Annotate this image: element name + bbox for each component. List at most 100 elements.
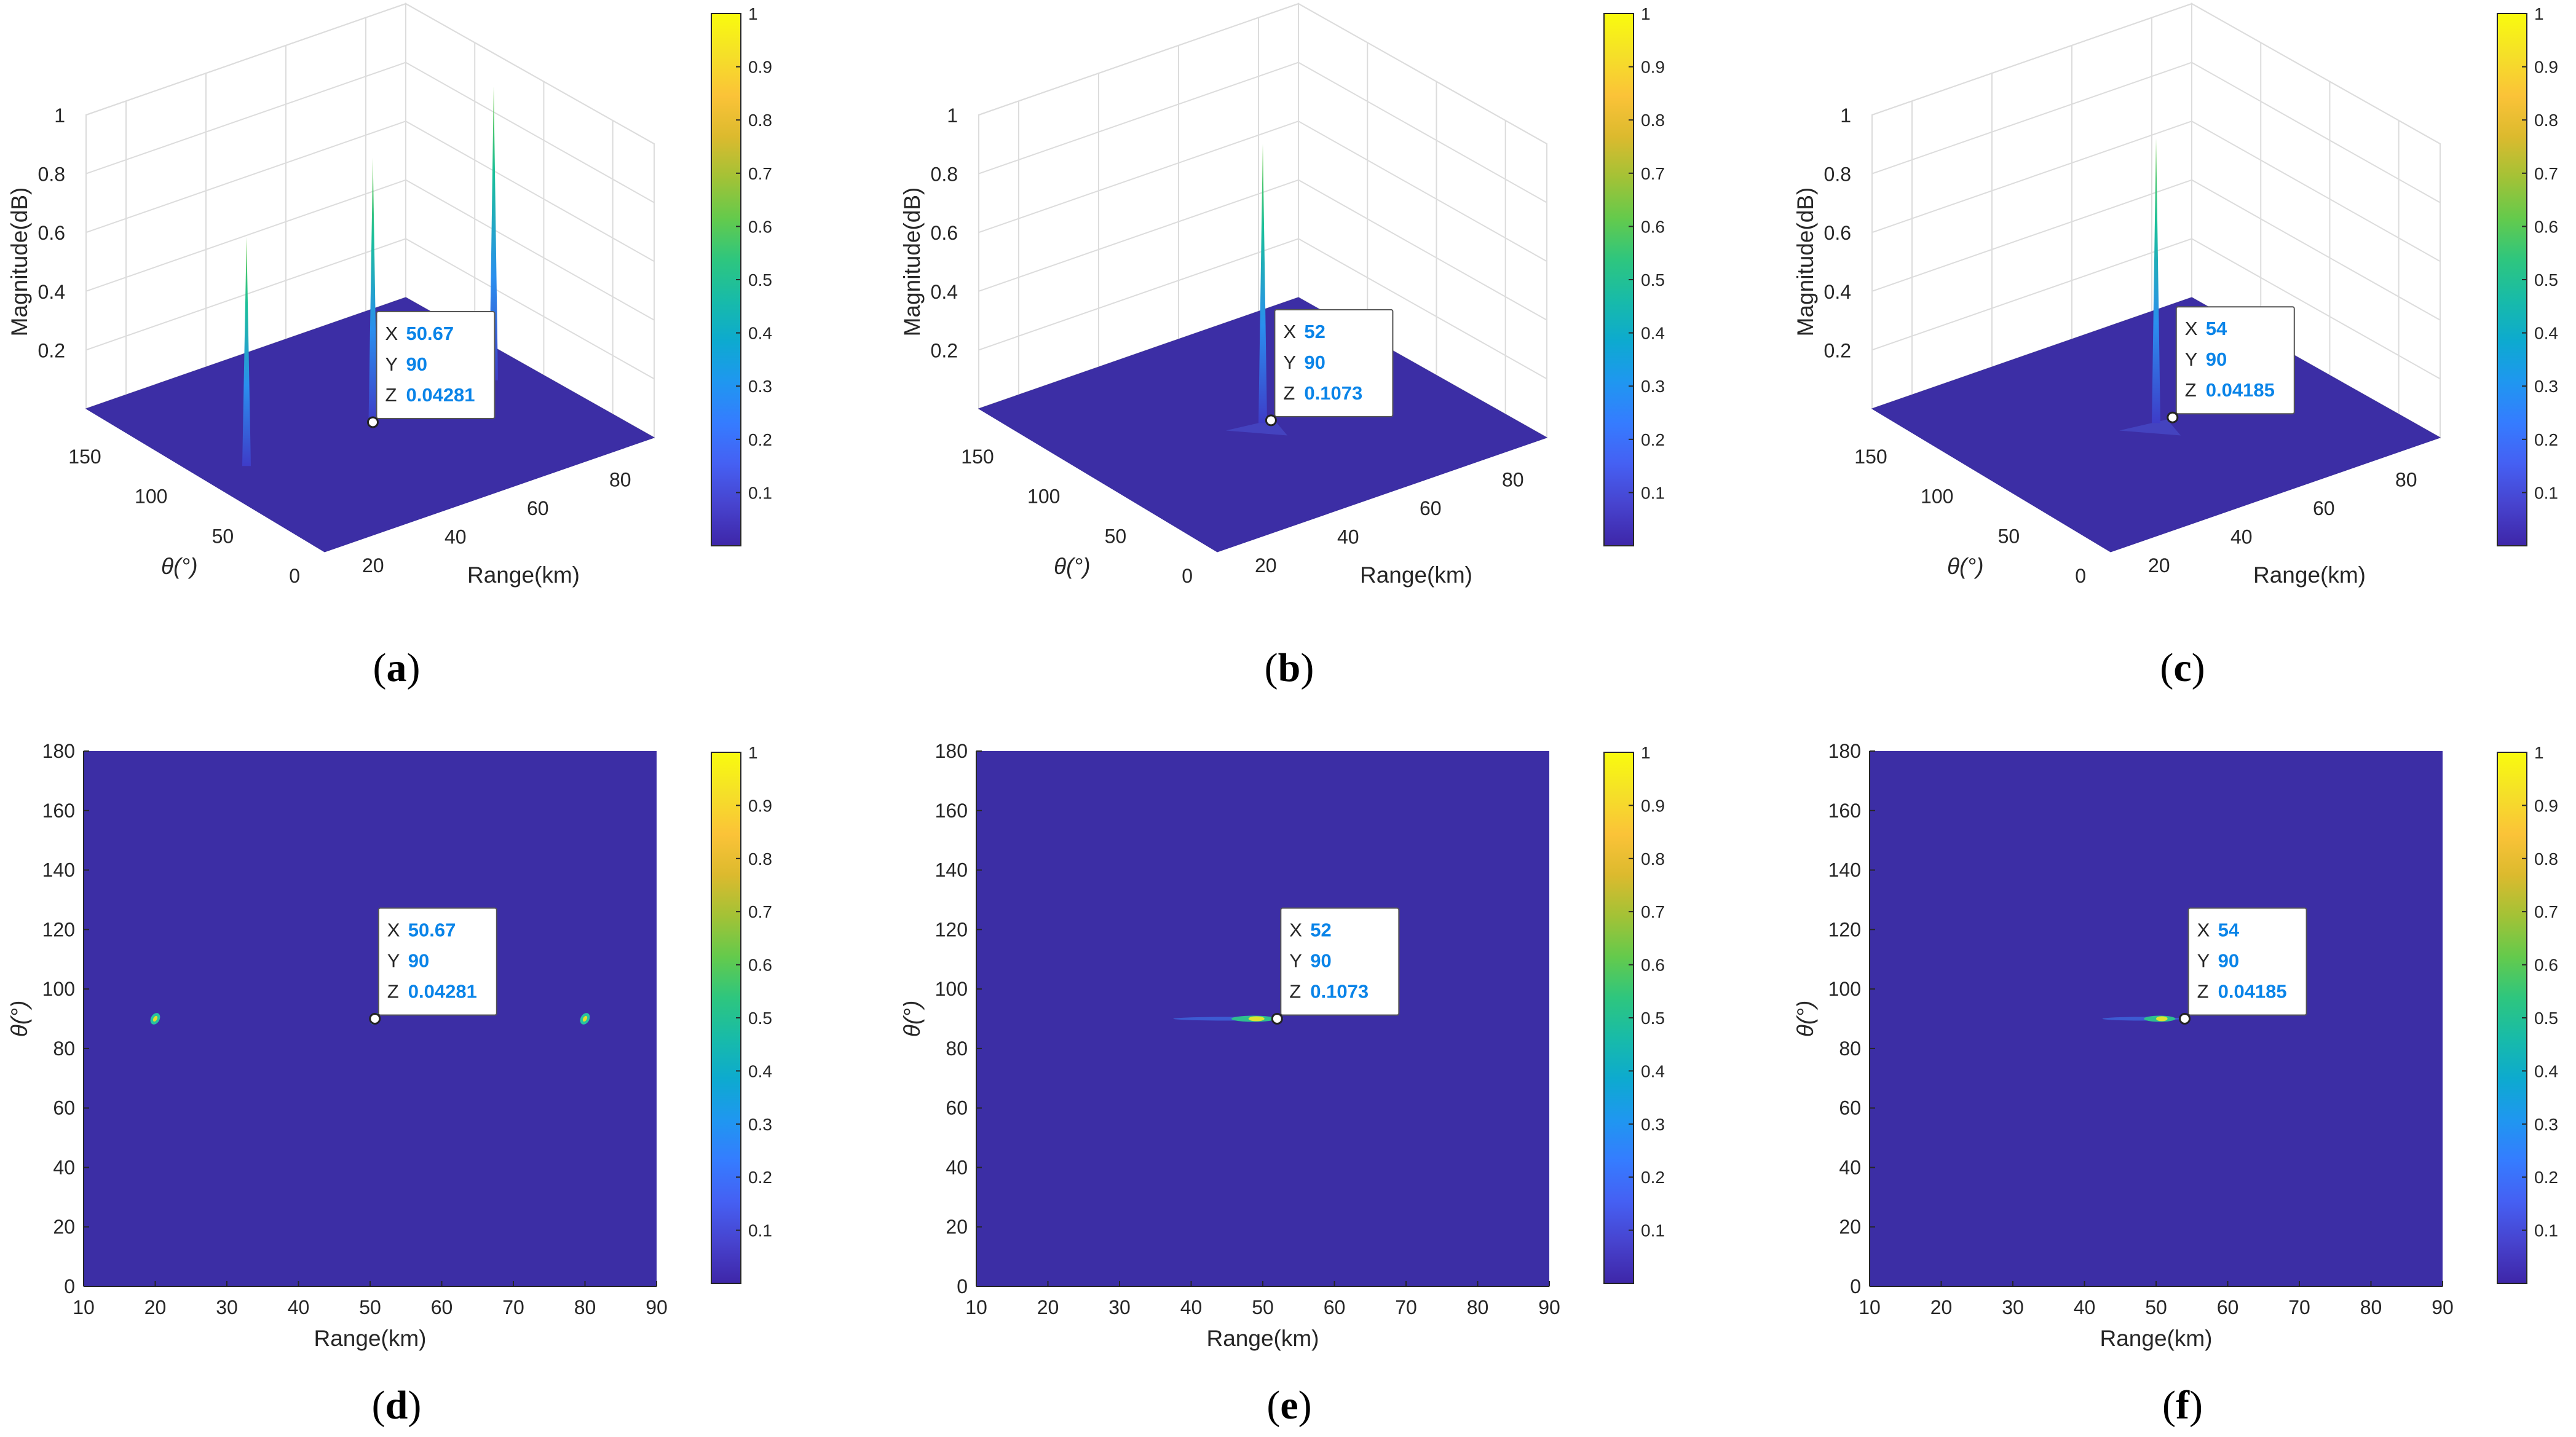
z-tick-label: 0.8 [931, 163, 958, 186]
x-tick-label: 80 [574, 1296, 596, 1318]
datatip-key: X [1283, 321, 1296, 342]
colorbar-tick-label: 0.6 [2534, 217, 2558, 236]
x-tick-label: 30 [216, 1296, 238, 1318]
colorbar-tick-label: 0.3 [1641, 1115, 1665, 1134]
z-tick-label: 0.8 [38, 163, 65, 186]
y-tick-label: 50 [212, 525, 234, 547]
y-axis-label: θ(°) [1793, 1001, 1818, 1037]
y-tick-label: 180 [42, 740, 75, 762]
colorbar [711, 13, 741, 546]
datatip-value: 0.1073 [1304, 382, 1362, 404]
surface-peak [489, 86, 498, 380]
colorbar-tick-label: 0.6 [748, 217, 772, 236]
colorbar-tick-label: 0.5 [2534, 1009, 2558, 1028]
colorbar-tick-label: 0.7 [748, 164, 772, 183]
panel-caption: (b) [1265, 645, 1314, 690]
colorbar-tick-label: 0.7 [748, 902, 772, 921]
wall-gridline [978, 238, 1299, 351]
wall-gridline [85, 3, 406, 116]
datatip-key: Z [2197, 981, 2209, 1002]
wall-gridline [978, 120, 1299, 234]
colorbar-tick-label: 0.6 [2534, 956, 2558, 975]
colorbar-tick-label: 0.7 [1641, 902, 1665, 921]
wall-gridline [85, 179, 406, 292]
surface-panel-a: 20 40 60 80 0 50 100 150 0.2 0.4 0.6 0.8 1 Range(km) θ… [7, 2, 772, 690]
datatip-key: X [385, 323, 398, 344]
y-tick-label: 0 [1182, 565, 1193, 587]
x-axis-label: Range(km) [314, 1326, 427, 1351]
datatip-key: Z [1283, 382, 1295, 404]
x-tick-label: 40 [1337, 526, 1359, 548]
z-tick-label: 0.4 [1824, 281, 1851, 303]
wall-gridline [978, 61, 1299, 175]
y-tick-label: 160 [935, 800, 968, 822]
wall-gridline [1871, 3, 2192, 116]
x-tick-label: 20 [1930, 1296, 1953, 1318]
x-tick-label: 30 [2002, 1296, 2024, 1318]
panel-caption-letter: a [387, 645, 407, 690]
colorbar-tick-label: 0.8 [1641, 849, 1665, 868]
y-tick-label: 60 [53, 1097, 75, 1119]
y-tick-label: 20 [53, 1216, 75, 1238]
x-tick-label: 10 [965, 1296, 987, 1318]
x-tick-label: 60 [527, 497, 549, 519]
datatip-value: 50.67 [406, 323, 454, 344]
datatip-value: 0.04185 [2218, 981, 2287, 1002]
colorbar-tick-label: 0.3 [748, 1115, 772, 1134]
panel-caption: (f) [2162, 1383, 2203, 1428]
x-axis-label: Range(km) [467, 562, 580, 588]
datatip-key: Y [2197, 950, 2210, 972]
z-axis-label: Magnitude(dB) [7, 187, 32, 337]
datatip-marker [2167, 411, 2179, 423]
y-tick-label: 120 [1828, 918, 1861, 940]
y-tick-label: 160 [42, 800, 75, 822]
colorbar-tick-label: 0.1 [2534, 483, 2558, 502]
y-tick-label: 0 [1850, 1275, 1861, 1297]
colorbar-tick-label: 0.3 [1641, 377, 1665, 396]
datatip-value: 50.67 [408, 919, 456, 941]
y-tick-label: 40 [53, 1156, 75, 1178]
panel-caption-letter: b [1278, 645, 1301, 690]
colorbar-tick-label: 0.3 [748, 377, 772, 396]
z-tick-label: 0.4 [931, 281, 958, 303]
panel-caption: (a) [373, 645, 421, 690]
z-tick-label: 0.4 [38, 281, 65, 303]
heatmap-spot-core [1248, 1016, 1265, 1022]
y-tick-label: 20 [1839, 1216, 1861, 1238]
panel-caption: (d) [372, 1383, 422, 1428]
datatip-marker [366, 416, 379, 428]
datatip-key: Z [385, 384, 397, 406]
colorbar-tick-label: 0.1 [1641, 1221, 1665, 1240]
heatmap-spot-core [582, 1015, 588, 1022]
heatmap-panel-d: 10 20 30 40 50 60 70 80 90 0 20 40 60 80 100 120 140 160 1… [7, 740, 772, 1428]
y-tick-label: 60 [1839, 1097, 1861, 1119]
wall-gridline [978, 3, 1299, 116]
y-axis-label: θ(°) [1947, 554, 1984, 579]
y-tick-label: 40 [1839, 1156, 1861, 1178]
z-tick-label: 1 [1840, 104, 1851, 127]
x-tick-label: 40 [2230, 526, 2253, 548]
x-tick-label: 80 [609, 468, 631, 490]
colorbar-tick-label: 1 [1641, 4, 1651, 23]
heatmap-spot-core [2156, 1016, 2168, 1022]
datatip-value: 90 [408, 950, 429, 972]
wall-gridline [1871, 179, 2192, 292]
colorbar-tick-label: 0.3 [2534, 377, 2558, 396]
datatip-value: 52 [1310, 919, 1331, 941]
colorbar-tick-label: 0.9 [1641, 58, 1665, 77]
z-tick-label: 0.2 [1824, 339, 1851, 361]
colorbar-tick-label: 0.4 [748, 1061, 772, 1081]
x-tick-label: 60 [1420, 497, 1442, 519]
x-tick-label: 50 [359, 1296, 381, 1318]
colorbar-tick-label: 0.4 [1641, 1061, 1665, 1081]
y-tick-label: 140 [42, 859, 75, 881]
y-tick-label: 120 [42, 918, 75, 940]
x-tick-label: 90 [2432, 1296, 2454, 1318]
datatip-value: 54 [2218, 919, 2240, 941]
colorbar-tick-label: 0.1 [748, 1221, 772, 1240]
colorbar-tick-label: 0.2 [2534, 1168, 2558, 1187]
panel-caption-letter: f [2176, 1383, 2190, 1428]
y-tick-label: 0 [64, 1275, 75, 1297]
colorbar-tick-label: 0.5 [2534, 270, 2558, 289]
